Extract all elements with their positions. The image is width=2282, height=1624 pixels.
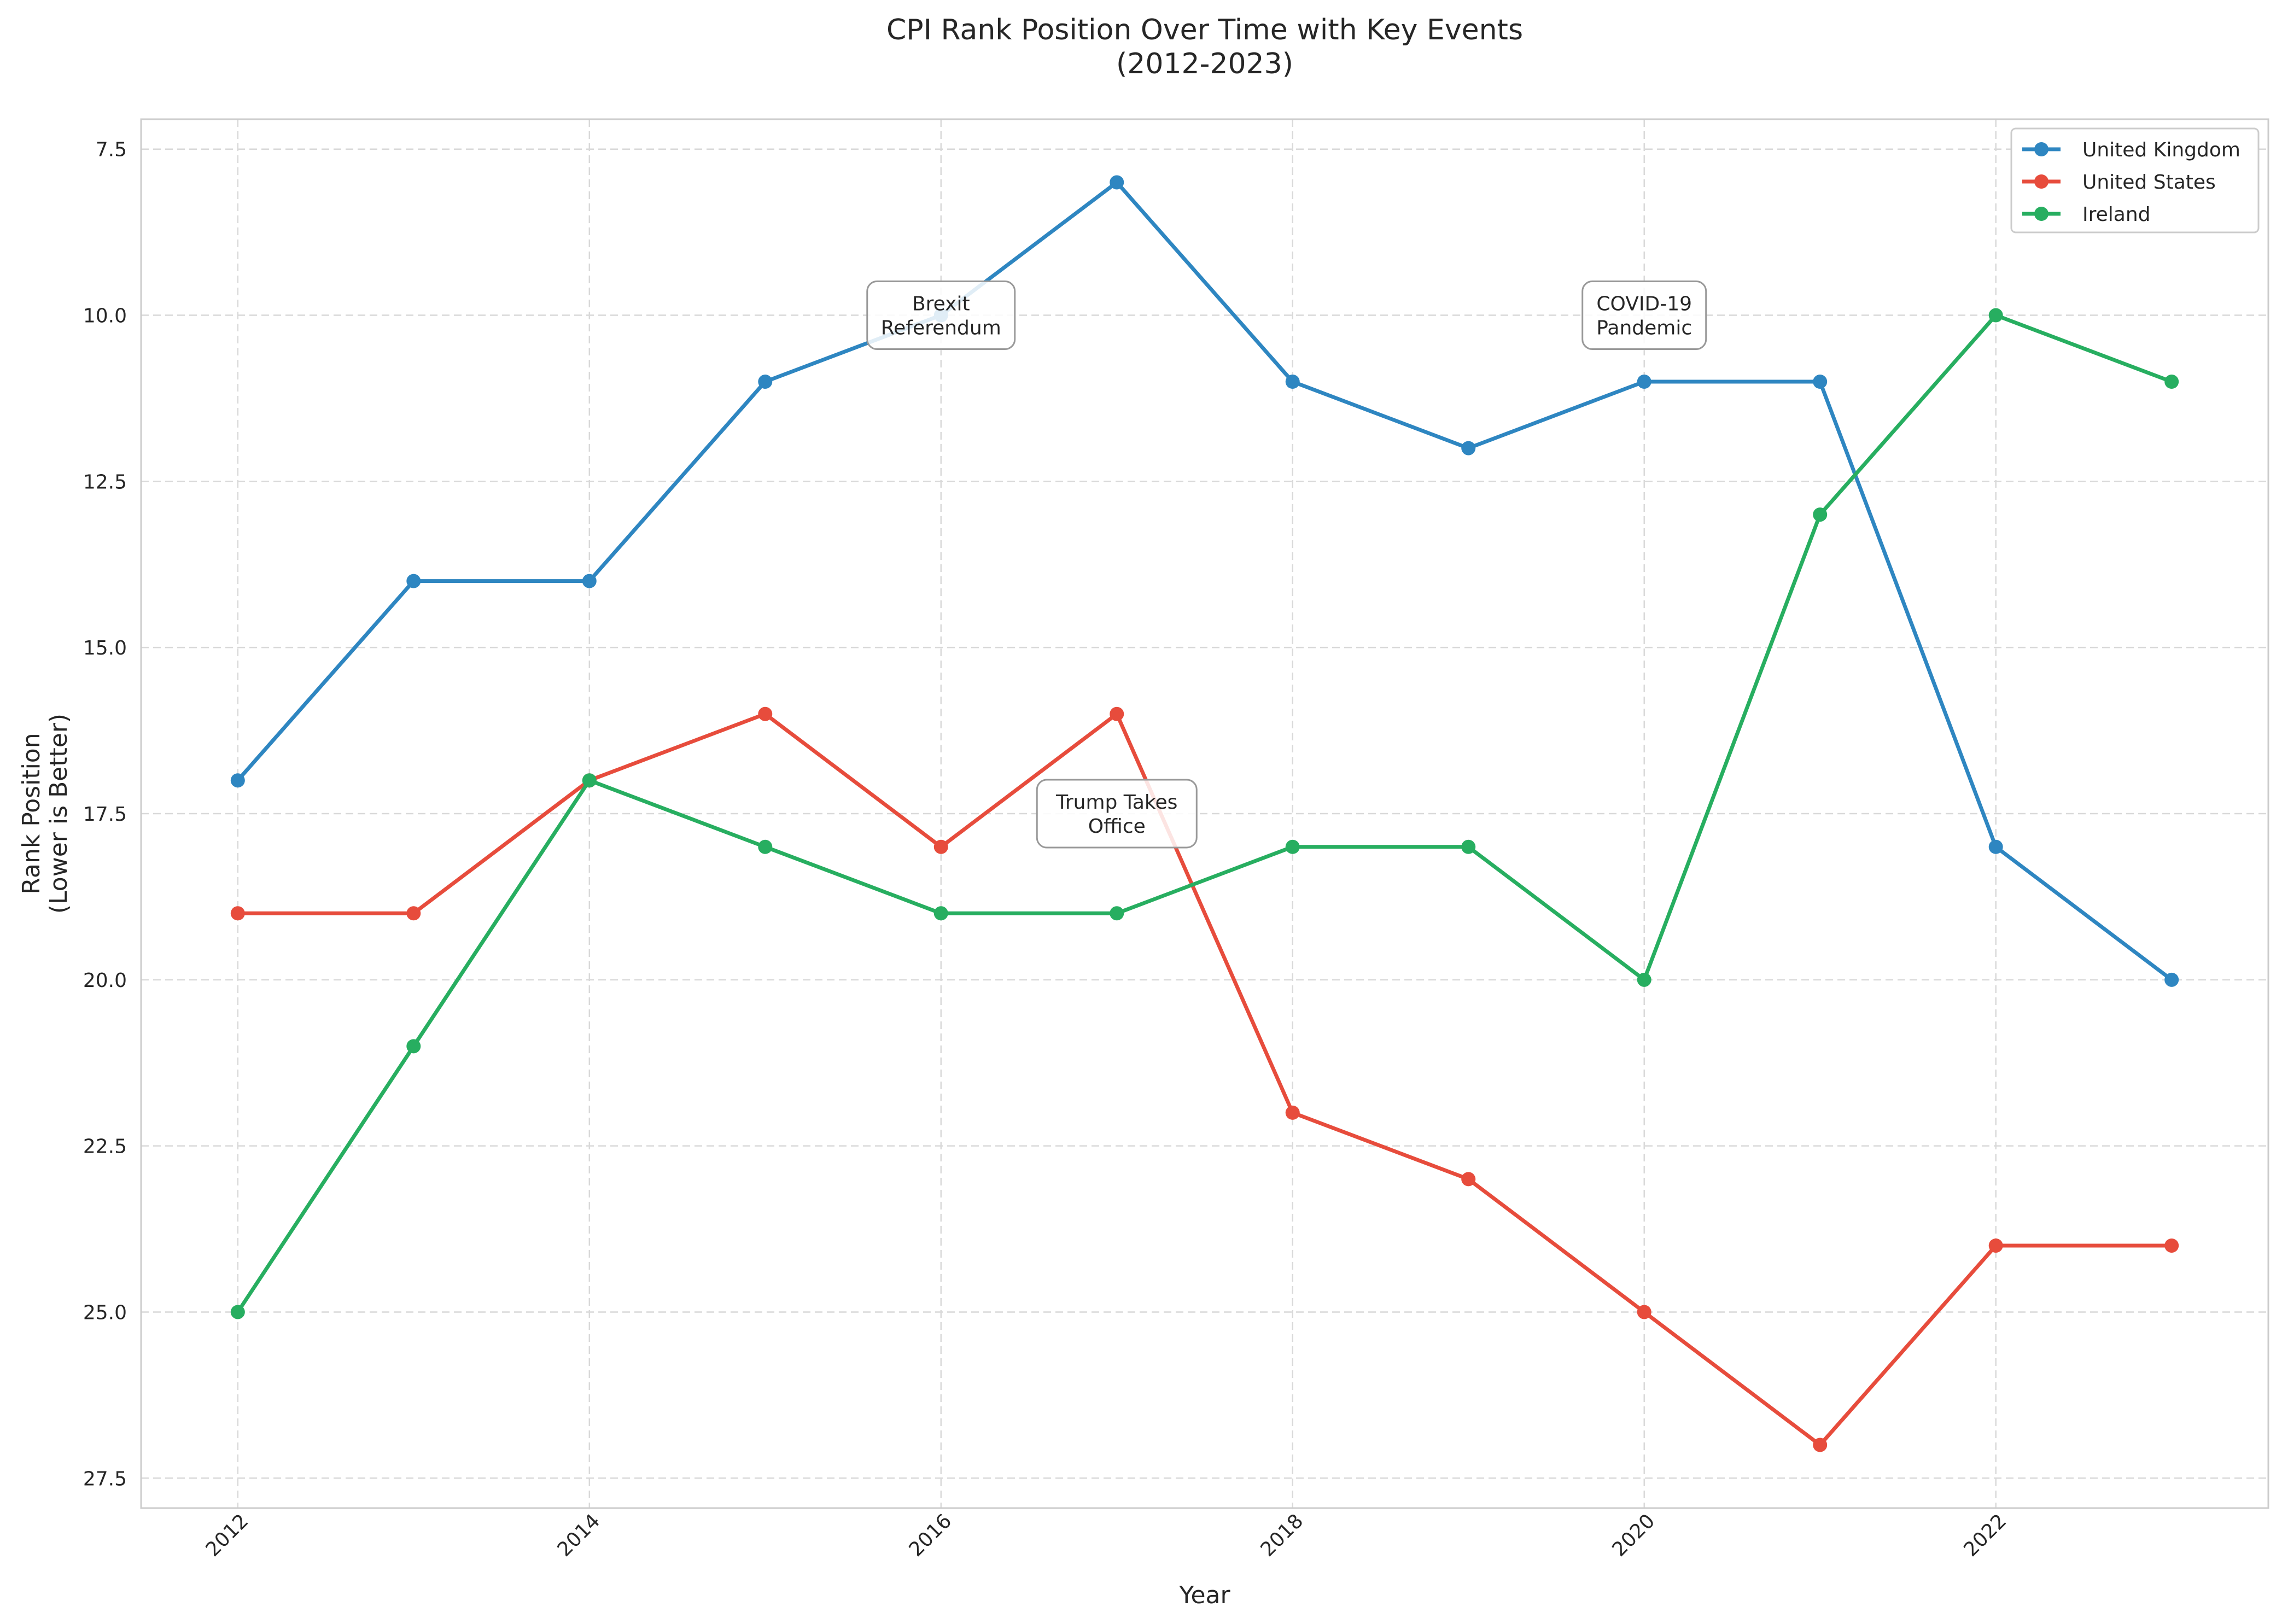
data-point-united-states (933, 839, 948, 854)
data-point-united-kingdom (1110, 175, 1124, 190)
y-tick-label: 25.0 (83, 1301, 127, 1324)
legend-swatch-marker (2034, 174, 2048, 189)
annotation-box (1036, 779, 1198, 849)
data-point-ireland (1988, 308, 2003, 323)
data-point-united-states (758, 706, 773, 721)
y-tick-label: 10.0 (83, 305, 127, 328)
data-point-ireland (933, 906, 948, 921)
legend-label: Ireland (2082, 203, 2151, 226)
data-point-ireland (1110, 906, 1124, 921)
legend-swatch-marker (2034, 142, 2048, 156)
annotation: COVID-19 Pandemic (1581, 281, 1707, 350)
y-tick-label: 17.5 (83, 803, 127, 826)
y-tick-label: 22.5 (83, 1136, 127, 1158)
annotation-line: Office (1088, 815, 1146, 838)
series-united-kingdom (230, 175, 2179, 987)
series-line-ireland (236, 313, 2174, 1314)
annotation-box (1581, 281, 1707, 350)
data-point-united-states (230, 906, 245, 921)
y-tick-label: 7.5 (96, 139, 127, 161)
legend-swatch-marker (2034, 207, 2048, 221)
annotation-line: Brexit (912, 293, 970, 316)
legend-box (2010, 127, 2260, 233)
y-axis-ticks: 7.5 10.0 12.5 15.0 17.5 20.0 22.5 25.0 27.5 (83, 139, 127, 1491)
y-tick-label: 12.5 (83, 471, 127, 493)
data-point-united-states (1988, 1238, 2003, 1253)
x-axis-title: Year (1178, 1581, 1230, 1609)
data-point-united-kingdom (758, 375, 773, 389)
legend-label: United Kingdom (2082, 139, 2240, 161)
grid (141, 119, 2268, 1508)
legend-entry: United States (2022, 171, 2216, 194)
data-point-ireland (2164, 375, 2179, 389)
data-point-united-states (406, 906, 421, 921)
data-point-ireland (230, 1305, 245, 1319)
data-point-united-states (1813, 1438, 1828, 1452)
series-united-states (230, 706, 2179, 1452)
legend-entry: United Kingdom (2022, 139, 2240, 161)
y-tick-label: 27.5 (83, 1468, 127, 1490)
y-tick-label: 15.0 (83, 637, 127, 659)
data-point-united-kingdom (2164, 972, 2179, 987)
data-point-ireland (1285, 839, 1300, 854)
annotation-line: Referendum (881, 317, 1001, 340)
data-point-ireland (758, 839, 773, 854)
data-point-united-states (2164, 1238, 2179, 1253)
y-axis-title-line: (Lower is Better) (45, 714, 73, 914)
data-point-united-kingdom (1461, 441, 1476, 455)
series-line-united-states (236, 712, 2174, 1447)
y-tick-label: 20.0 (83, 969, 127, 992)
data-point-ireland (1813, 507, 1828, 522)
data-point-ireland (582, 773, 597, 788)
y-axis-title-line: Rank Position (17, 733, 45, 894)
data-point-united-kingdom (1813, 375, 1828, 389)
legend-label: United States (2082, 171, 2216, 194)
data-point-ireland (1637, 972, 1651, 987)
plot-border (140, 118, 2269, 1509)
series-ireland (230, 308, 2179, 1319)
annotation: Brexit Referendum (866, 281, 1016, 350)
annotation-line: Pandemic (1596, 317, 1692, 340)
data-point-united-states (1110, 706, 1124, 721)
data-point-ireland (406, 1039, 421, 1054)
data-point-united-kingdom (1637, 375, 1651, 389)
data-point-united-kingdom (1285, 375, 1300, 389)
legend: United Kingdom United States Ireland (2010, 127, 2260, 233)
annotation: Trump Takes Office (1036, 779, 1198, 849)
data-point-united-states (1461, 1172, 1476, 1187)
plot-frame (140, 118, 2269, 1509)
chart-title: CPI Rank Position Over Time with Key Eve… (886, 14, 1523, 80)
annotation-line: COVID-19 (1596, 293, 1692, 316)
data-point-united-states (1285, 1105, 1300, 1120)
data-point-united-kingdom (1988, 839, 2003, 854)
data-point-united-kingdom (230, 773, 245, 788)
annotation-text: Brexit Referendum (881, 293, 1001, 340)
legend-entry: Ireland (2022, 203, 2151, 226)
chart-title-line: CPI Rank Position Over Time with Key Eve… (886, 14, 1523, 46)
series-lines (230, 175, 2179, 1452)
data-point-united-kingdom (582, 574, 597, 588)
data-point-united-kingdom (406, 574, 421, 588)
annotation-text: Trump Takes Office (1055, 791, 1177, 838)
annotation-line: Trump Takes (1055, 791, 1177, 814)
annotation-text: COVID-19 Pandemic (1596, 293, 1692, 340)
annotations: Brexit Referendum Trump Takes Office COVID-1… (866, 281, 1707, 849)
data-point-ireland (1461, 839, 1476, 854)
y-axis-title: Rank Position(Lower is Better) (17, 714, 73, 914)
data-point-united-states (1637, 1305, 1651, 1319)
chart-title-line: (2012-2023) (1116, 48, 1293, 80)
annotation-box (866, 281, 1016, 350)
series-line-united-kingdom (236, 180, 2174, 982)
